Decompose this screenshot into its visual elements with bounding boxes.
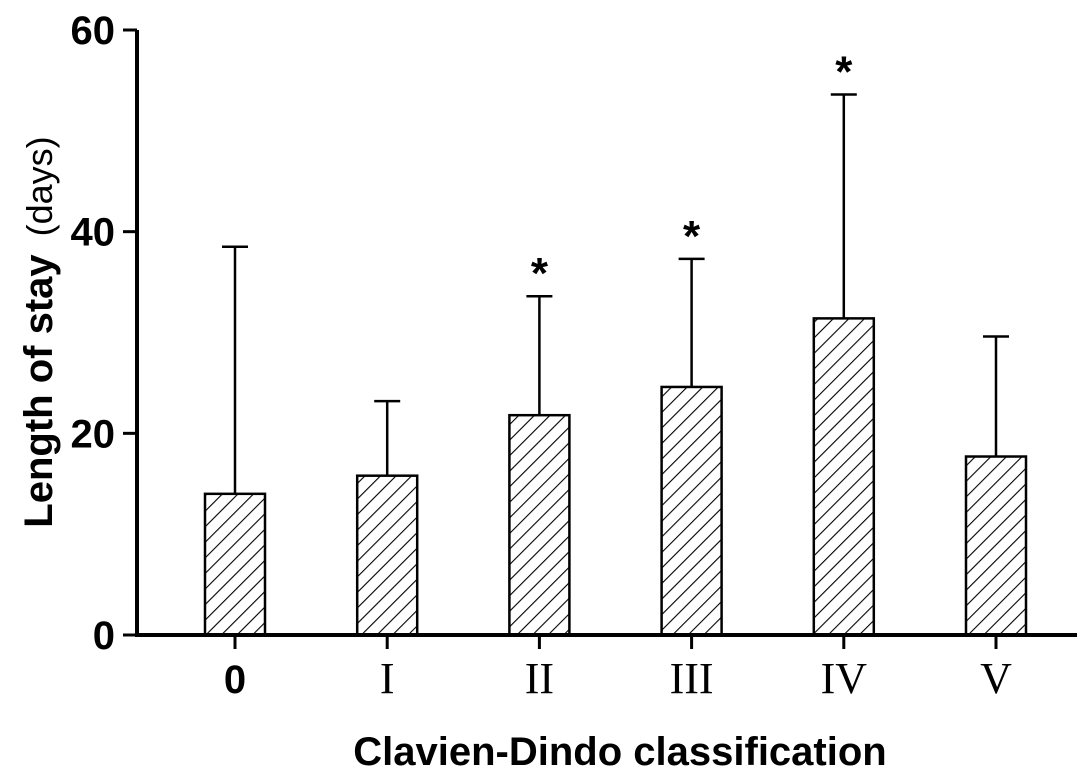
bar-1 [355,474,419,637]
significance-star-2: * [531,249,549,298]
x-tick-label-0: 0 [224,658,246,702]
y-tick-label-0: 0 [93,614,115,658]
x-axis-title: Clavien-Dindo classification [353,730,886,774]
x-tick-label-3: III [670,654,714,703]
y-tick-label-3: 60 [71,9,116,53]
y-tick-label-1: 20 [71,412,116,456]
y-ticks: 0 20 40 60 [71,9,137,658]
significance-star-4: * [835,48,853,97]
bar-3 [660,385,723,637]
x-tick-label-4: IV [821,654,868,703]
error-bars-layer [222,93,1009,494]
y-axis-title: Length of stay (days) [17,136,61,527]
significance-star-3: * [683,212,701,261]
y-axis-title-unit: (days) [19,136,60,236]
x-tick-label-1: I [380,654,395,703]
x-tick-label-5: V [980,654,1012,703]
y-tick-label-2: 40 [71,211,116,255]
bar-4 [812,317,876,637]
bar-2 [508,413,571,637]
bar-5 [964,455,1028,637]
y-axis-title-main: Length of stay [17,254,61,528]
bars-layer [203,317,1028,637]
bar-0 [203,492,267,637]
x-tick-label-2: II [525,654,554,703]
significance-markers-layer: * * * [531,48,853,299]
x-ticks: 0 I II III IV V [224,635,1012,703]
